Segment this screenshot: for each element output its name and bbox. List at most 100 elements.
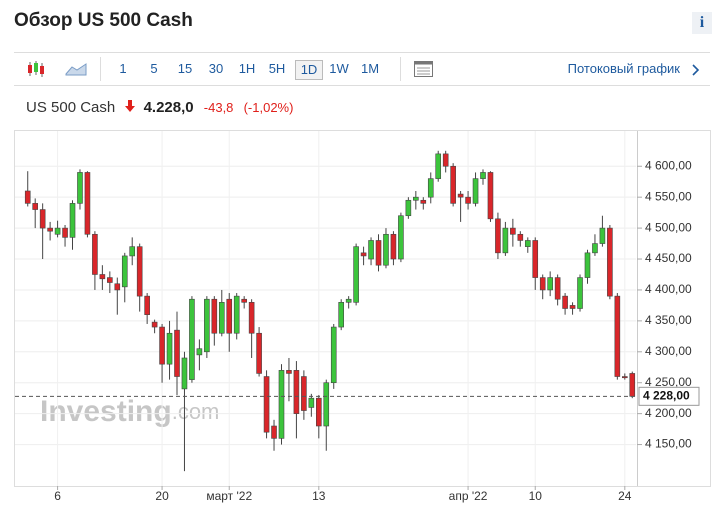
candle-body	[39, 209, 46, 229]
interval-button[interactable]: 1W	[329, 61, 349, 76]
candle-body	[629, 373, 636, 397]
interval-button[interactable]: 1D	[295, 60, 323, 80]
candle-body	[47, 227, 53, 232]
candle-body	[77, 172, 83, 204]
change: -43,8	[203, 100, 234, 115]
candle-body	[420, 199, 427, 204]
candle-body	[383, 233, 389, 266]
candle-body	[99, 274, 106, 280]
candle-body	[472, 178, 479, 204]
candle-body	[174, 329, 180, 377]
x-tick-label: март '22	[206, 489, 252, 503]
x-tick-label: апр '22	[449, 489, 488, 503]
y-tick-label: 4 200,00	[645, 406, 692, 420]
y-tick-label: 4 350,00	[645, 313, 692, 327]
candle-body	[323, 382, 330, 427]
candle-body	[398, 215, 404, 260]
toolbar: 1 5 15 30 1H 5H 1D 1W 1M Потоковый графи…	[14, 52, 710, 86]
candle-body	[189, 298, 195, 380]
candle-body	[345, 298, 352, 303]
candle-body	[159, 326, 165, 365]
down-arrow	[125, 100, 136, 112]
watermark-text: Investing	[40, 395, 172, 428]
candle-body	[84, 172, 91, 235]
last-price-label: 4 228,00	[643, 388, 690, 402]
candle-body	[271, 425, 277, 439]
candle-body	[204, 298, 210, 353]
candle-body	[248, 302, 255, 334]
y-tick-label: 4 500,00	[645, 220, 692, 234]
candle-body	[293, 370, 300, 414]
candle-body	[330, 326, 337, 384]
area-icon[interactable]	[64, 59, 88, 79]
candle-body	[24, 190, 31, 204]
candle-body	[368, 240, 374, 260]
candle-body	[114, 283, 121, 291]
candle-body	[286, 370, 292, 374]
interval-button[interactable]: 5	[150, 61, 158, 76]
candle-body	[517, 233, 524, 241]
interval-button[interactable]: 1M	[360, 61, 380, 76]
candle-body	[539, 277, 546, 291]
candle-body	[569, 305, 576, 309]
y-tick-label: 4 400,00	[645, 282, 692, 296]
interval-button[interactable]: 1H	[238, 61, 256, 76]
candle-body	[584, 252, 591, 278]
interval-button[interactable]: 1	[119, 61, 127, 76]
candle-body	[129, 246, 136, 257]
candle-body	[524, 240, 531, 247]
candle-body	[144, 295, 150, 315]
candle-body	[278, 370, 285, 439]
candle-body	[450, 165, 456, 204]
x-tick-label: 20	[155, 489, 169, 503]
instrument: US 500 Cash	[26, 99, 116, 116]
candle-body	[121, 255, 128, 288]
candle-body	[502, 227, 509, 254]
candle-body	[233, 295, 240, 334]
change-pct: (-1,02%)	[243, 100, 294, 115]
chart-frame	[14, 130, 711, 487]
y-tick-label: 4 450,00	[645, 251, 692, 265]
stream-link[interactable]: Потоковый график	[567, 61, 680, 76]
interval-button[interactable]: 30	[208, 61, 224, 76]
watermark: Investing.com	[40, 395, 219, 428]
candle-body	[622, 376, 628, 379]
separator	[400, 57, 401, 81]
candle-body	[92, 233, 98, 275]
candle-body	[487, 172, 494, 220]
x-tick-label: 6	[54, 489, 61, 503]
candle-body	[69, 203, 76, 238]
candle-body	[614, 295, 621, 377]
y-tick-label: 4 250,00	[645, 375, 692, 389]
candle-body	[442, 153, 449, 167]
info-button[interactable]: i	[692, 12, 712, 34]
title: Обзор US 500 Cash	[14, 10, 193, 31]
candle-body	[480, 172, 486, 179]
candle-body	[263, 376, 270, 433]
candles-icon[interactable]	[24, 59, 48, 79]
x-tick-label: 24	[618, 489, 632, 503]
table-icon[interactable]	[413, 59, 435, 79]
candle-body	[226, 298, 233, 334]
interval-button[interactable]: 15	[177, 61, 193, 76]
price: 4.228,0	[143, 99, 194, 116]
candle-body	[554, 277, 561, 300]
candle-body	[390, 233, 397, 260]
y-tick-label: 4 300,00	[645, 344, 692, 358]
candle-body	[211, 298, 218, 334]
candle-body	[532, 240, 539, 278]
last-price-box	[638, 386, 700, 406]
candle-body	[607, 227, 613, 297]
candle-body	[196, 348, 203, 356]
candle-body	[510, 227, 516, 235]
interval-button[interactable]: 5H	[268, 61, 286, 76]
candle-body	[54, 227, 61, 235]
candle-body	[136, 246, 143, 297]
y-tick-label: 4 600,00	[645, 158, 692, 172]
candle-body	[32, 203, 38, 210]
candle-body	[547, 277, 553, 291]
candle-body	[181, 357, 188, 390]
candle-body	[599, 227, 606, 244]
